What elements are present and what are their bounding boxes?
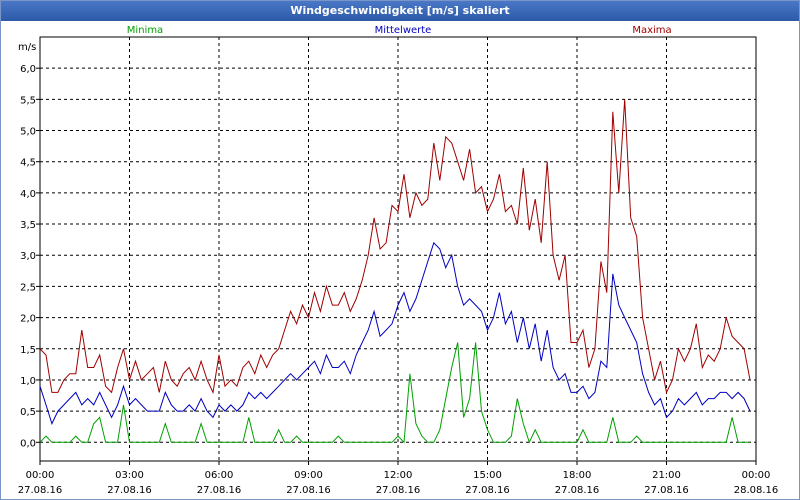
legend-minima: Minima xyxy=(127,25,163,36)
y-tick-label: 6,0 xyxy=(20,64,36,75)
x-tick-time: 00:00 xyxy=(26,470,55,481)
x-tick-date: 27.08.16 xyxy=(197,485,242,496)
x-axis: 00:00 27.08.16 03:00 27.08.16 06:00 27.08.16 0… xyxy=(18,461,779,496)
x-tick-date: 27.08.16 xyxy=(555,485,600,496)
x-tick-time: 09:00 xyxy=(294,470,323,481)
x-tick-time: 18:00 xyxy=(563,470,592,481)
series-layer xyxy=(39,99,751,444)
series-line-minima xyxy=(39,342,750,444)
x-tick-time: 03:00 xyxy=(115,470,144,481)
y-tick-label: 4,0 xyxy=(20,189,36,200)
x-tick-time: 15:00 xyxy=(473,470,502,481)
x-tick-time: 06:00 xyxy=(205,470,234,481)
y-tick-label: 0,5 xyxy=(20,407,36,418)
x-tick-date: 27.08.16 xyxy=(465,485,510,496)
y-tick-label: 2,5 xyxy=(20,282,36,293)
x-tick-time: 12:00 xyxy=(384,470,413,481)
y-tick-label: 1,0 xyxy=(20,376,36,387)
grid-lines xyxy=(40,37,756,461)
y-tick-label: 2,0 xyxy=(20,314,36,325)
x-tick-date: 28.08.16 xyxy=(734,485,779,496)
x-tick-date: 27.08.16 xyxy=(107,485,152,496)
legend-mittelwerte: Mittelwerte xyxy=(375,25,432,36)
y-axis-label: m/s xyxy=(18,42,36,53)
y-tick-label: 0,0 xyxy=(20,438,36,449)
x-tick-time: 00:00 xyxy=(742,470,771,481)
y-tick-label: 3,5 xyxy=(20,220,36,231)
series-line-maxima xyxy=(39,99,751,395)
y-tick-label: 3,0 xyxy=(20,251,36,262)
y-tick-label: 4,5 xyxy=(20,158,36,169)
y-axis: 0,0 0,5 1,0 1,5 2,0 2,5 3,0 3,5 4,0 4,5 5,0 5,5 6,0 xyxy=(20,64,40,449)
x-tick-date: 27.08.16 xyxy=(376,485,421,496)
legend-maxima: Maxima xyxy=(632,25,671,36)
x-tick-date: 27.08.16 xyxy=(644,485,689,496)
legend: Minima Mittelwerte Maxima xyxy=(127,25,672,36)
x-tick-date: 27.08.16 xyxy=(286,485,331,496)
x-tick-time: 21:00 xyxy=(652,470,681,481)
window-title: Windgeschwindigkeit [m/s] skaliert xyxy=(1,1,799,21)
y-tick-label: 1,5 xyxy=(20,345,36,356)
x-tick-date: 27.08.16 xyxy=(18,485,63,496)
series-line-mittelwerte xyxy=(39,241,751,425)
y-tick-label: 5,5 xyxy=(20,95,36,106)
y-tick-label: 5,0 xyxy=(20,127,36,138)
